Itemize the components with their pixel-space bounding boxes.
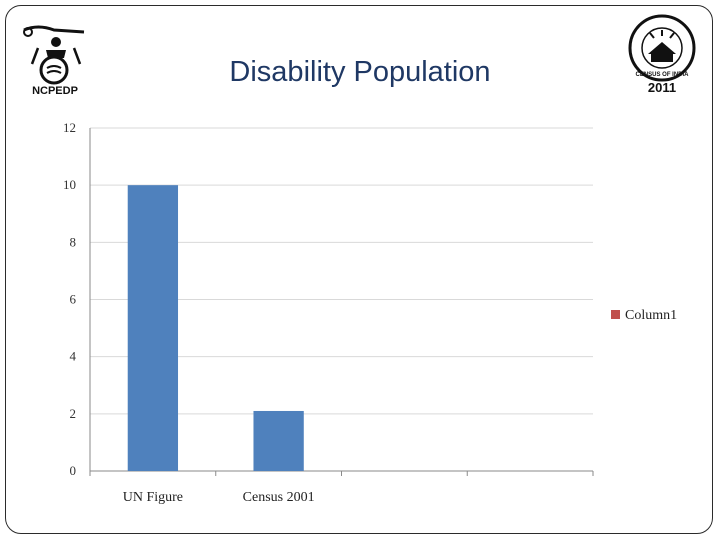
legend-label: Column1	[625, 308, 677, 323]
census-logo-text: CENSUS OF INDIA	[635, 72, 689, 78]
y-tick-label: 12	[63, 120, 76, 135]
ncpedp-logo-text: NCPEDP	[32, 85, 78, 97]
y-tick-label: 0	[70, 463, 77, 478]
bar	[127, 185, 179, 471]
slide-title: Disability Population	[229, 56, 491, 88]
slide-frame	[5, 5, 713, 534]
y-tick-label: 6	[70, 292, 77, 307]
x-category-label: Census 2001	[243, 490, 315, 505]
census-logo-year: 2011	[648, 80, 676, 95]
census-logo: CENSUS OF INDIA 2011	[618, 14, 706, 96]
ncpedp-logo: NCPEDP	[18, 20, 96, 98]
y-tick-label: 8	[70, 234, 77, 249]
x-category-label: UN Figure	[123, 490, 183, 505]
y-tick-label: 2	[70, 406, 77, 421]
y-tick-label: 10	[63, 177, 76, 192]
legend-swatch	[611, 310, 620, 319]
y-tick-label: 4	[70, 349, 77, 364]
bar	[253, 410, 304, 471]
